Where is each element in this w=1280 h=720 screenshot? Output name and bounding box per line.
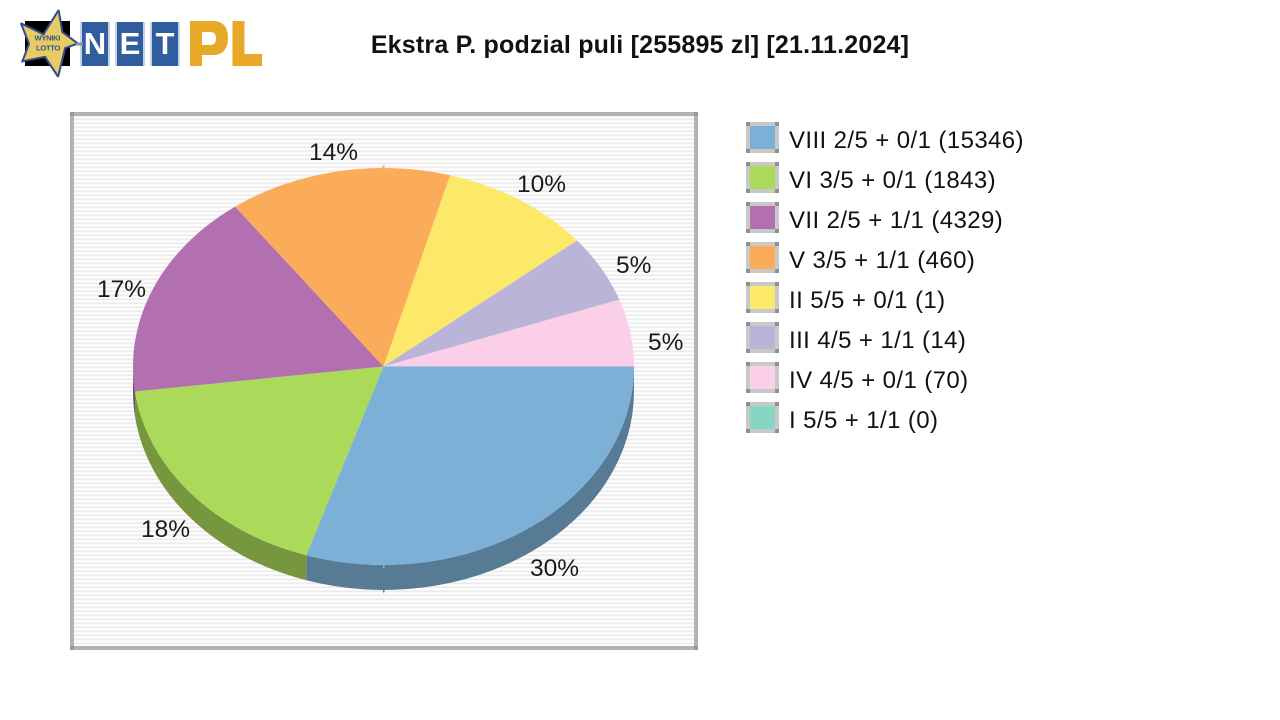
svg-text:WYNIKI: WYNIKI xyxy=(35,34,61,43)
svg-text:LOTTO: LOTTO xyxy=(36,44,60,53)
